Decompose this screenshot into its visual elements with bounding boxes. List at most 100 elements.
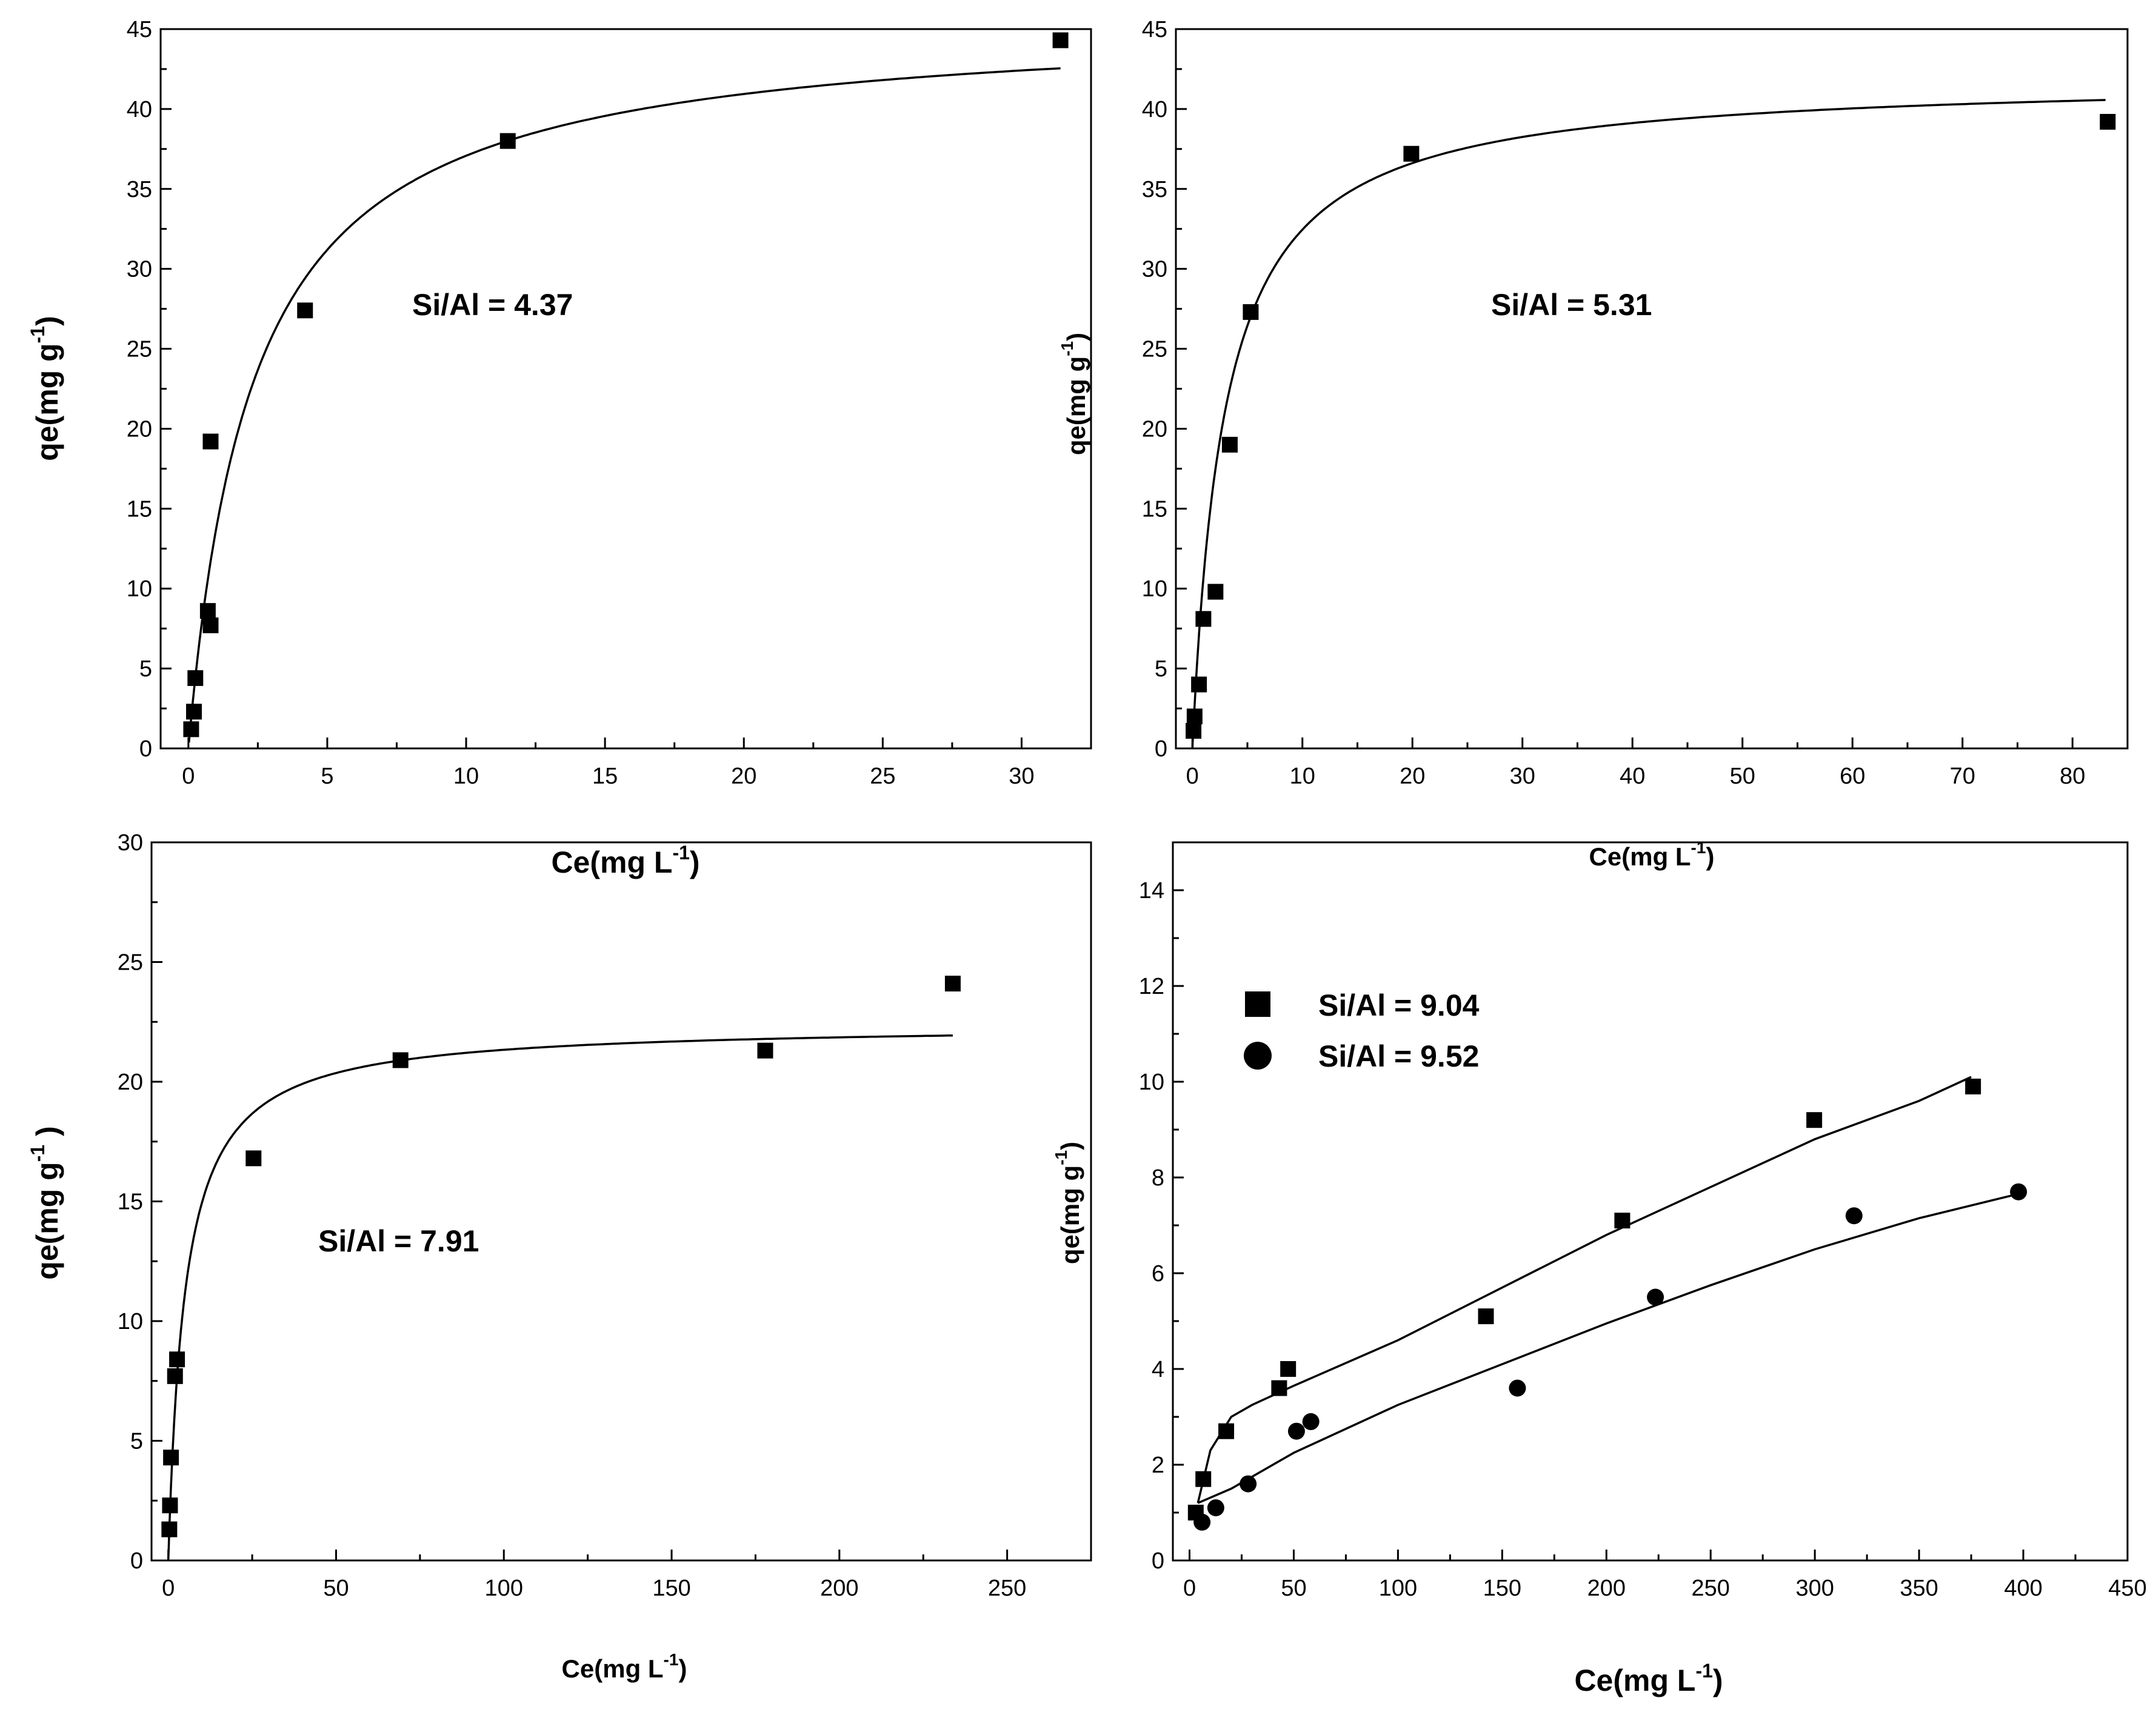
data-point-square	[1218, 1423, 1235, 1439]
y-axis-title: qe(mg g-1)	[1052, 1142, 1084, 1264]
data-point-square	[187, 670, 204, 686]
x-tick-label: 40	[1620, 764, 1645, 789]
y-tick-label: 20	[1142, 416, 1167, 442]
y-tick-label: 20	[127, 416, 152, 442]
data-point-circle	[1193, 1513, 1211, 1531]
legend-circle-marker	[1244, 1042, 1272, 1070]
y-tick-label: 10	[1142, 576, 1167, 602]
data-points	[1187, 1078, 2028, 1531]
x-tick-label: 100	[1379, 1576, 1417, 1601]
y-tick-label: 5	[1155, 656, 1167, 682]
y-tick-label: 30	[127, 257, 152, 282]
data-point-circle	[1845, 1207, 1863, 1225]
panel-annotation: Si/Al = 5.31	[1491, 288, 1652, 322]
x-tick-label: 50	[1281, 1576, 1306, 1601]
x-tick-label: 200	[820, 1576, 858, 1601]
axis-ticks: 0 5 10 15 20 25 30 0 5 10 15 20 25 30 35 40 45	[127, 17, 1035, 789]
x-tick-label: 10	[1290, 764, 1315, 789]
data-point-square	[245, 1150, 262, 1167]
y-tick-label: 35	[127, 177, 152, 202]
fit-curve-series-1	[1191, 99, 2106, 748]
data-point-square	[202, 617, 219, 633]
y-axis-title: qe(mg g-1)	[1058, 333, 1090, 455]
y-tick-label: 40	[1142, 97, 1167, 122]
x-tick-label: 50	[323, 1576, 349, 1601]
y-tick-label: 40	[127, 97, 152, 122]
y-tick-label: 6	[1152, 1261, 1164, 1287]
data-point-square	[199, 603, 216, 619]
x-tick-label: 200	[1587, 1576, 1626, 1601]
y-tick-label: 15	[127, 496, 152, 522]
chart-panel-3: 0 50 100 150 200 250 0 5 10 15 20 25 30 Si/Al = 7.91…	[27, 830, 1092, 1683]
data-point-square	[1221, 436, 1238, 453]
data-point-square	[392, 1052, 409, 1068]
x-tick-label: 250	[988, 1576, 1026, 1601]
data-point-square	[1806, 1112, 1823, 1128]
y-axis-title: qe(mg g-1)	[27, 316, 64, 461]
y-tick-label: 15	[1142, 496, 1167, 522]
data-point-square	[183, 721, 199, 738]
x-tick-label: 0	[162, 1576, 175, 1601]
x-tick-label: 25	[870, 764, 895, 789]
data-point-square	[1195, 611, 1212, 627]
data-point-square	[1052, 32, 1069, 48]
legend-label-series-2: Si/Al = 9.52	[1318, 1039, 1479, 1073]
y-tick-label: 0	[1152, 1548, 1164, 1574]
y-tick-label: 45	[1142, 17, 1167, 42]
x-axis-title: Ce(mg L-1)	[562, 1650, 687, 1683]
legend-label-series-1: Si/Al = 9.04	[1318, 988, 1480, 1022]
data-point-square	[1403, 145, 1420, 162]
data-point-square	[297, 302, 313, 319]
data-point-square	[2100, 113, 2116, 130]
data-point-square	[185, 704, 202, 720]
legend: Si/Al = 9.04 Si/Al = 9.52	[1244, 988, 1480, 1073]
y-tick-label: 45	[127, 17, 152, 42]
x-tick-label: 50	[1730, 764, 1755, 789]
x-tick-label: 250	[1692, 1576, 1730, 1601]
x-tick-label: 150	[652, 1576, 690, 1601]
data-point-square	[162, 1497, 178, 1514]
x-tick-label: 300	[1795, 1576, 1834, 1601]
data-point-circle	[2010, 1183, 2028, 1200]
data-point-square	[1965, 1078, 1981, 1094]
x-tick-label: 30	[1510, 764, 1535, 789]
data-point-circle	[1647, 1288, 1664, 1306]
x-tick-label: 400	[2004, 1576, 2042, 1601]
panel-annotation: Si/Al = 7.91	[318, 1224, 479, 1258]
y-tick-label: 2	[1152, 1453, 1164, 1478]
fit-curves	[167, 1034, 953, 1560]
axis-ticks: 0 50 100 150 200 250 300 350 400 450 0 2 4 6 8 10 12 14	[1139, 878, 2147, 1601]
x-axis-title: Ce(mg L-1)	[551, 842, 699, 879]
data-point-square	[1280, 1361, 1297, 1377]
fit-curve-series-1	[1196, 1076, 1972, 1504]
data-point-square	[1195, 1471, 1212, 1487]
x-tick-label: 10	[453, 764, 479, 789]
x-axis-title: Ce(mg L-1)	[1574, 1660, 1723, 1697]
y-tick-label: 8	[1152, 1165, 1164, 1191]
fit-curves	[1196, 1076, 2018, 1504]
data-points	[1186, 113, 2116, 739]
data-point-square	[1271, 1380, 1287, 1396]
data-point-circle	[1302, 1413, 1320, 1430]
data-point-square	[1243, 304, 1259, 320]
x-tick-label: 20	[731, 764, 756, 789]
y-tick-label: 10	[127, 576, 152, 602]
data-point-square	[1191, 676, 1207, 693]
data-point-square	[169, 1351, 185, 1368]
data-point-circle	[1509, 1379, 1526, 1397]
y-tick-label: 30	[1142, 257, 1167, 282]
data-point-circle	[1287, 1422, 1305, 1440]
data-point-square	[202, 433, 219, 450]
x-axis-title: Ce(mg L-1)	[1589, 838, 1715, 871]
y-tick-label: 25	[127, 337, 152, 362]
panel-annotation: Si/Al = 4.37	[412, 288, 573, 322]
y-tick-label: 25	[118, 950, 143, 976]
x-tick-label: 15	[592, 764, 618, 789]
y-tick-label: 20	[118, 1070, 143, 1095]
x-tick-label: 350	[1900, 1576, 1938, 1601]
x-tick-label: 450	[2108, 1576, 2146, 1601]
data-point-circle	[1207, 1499, 1224, 1517]
fit-curves	[1191, 99, 2106, 748]
plot-frame	[1172, 841, 2129, 1562]
y-tick-label: 5	[139, 656, 152, 682]
